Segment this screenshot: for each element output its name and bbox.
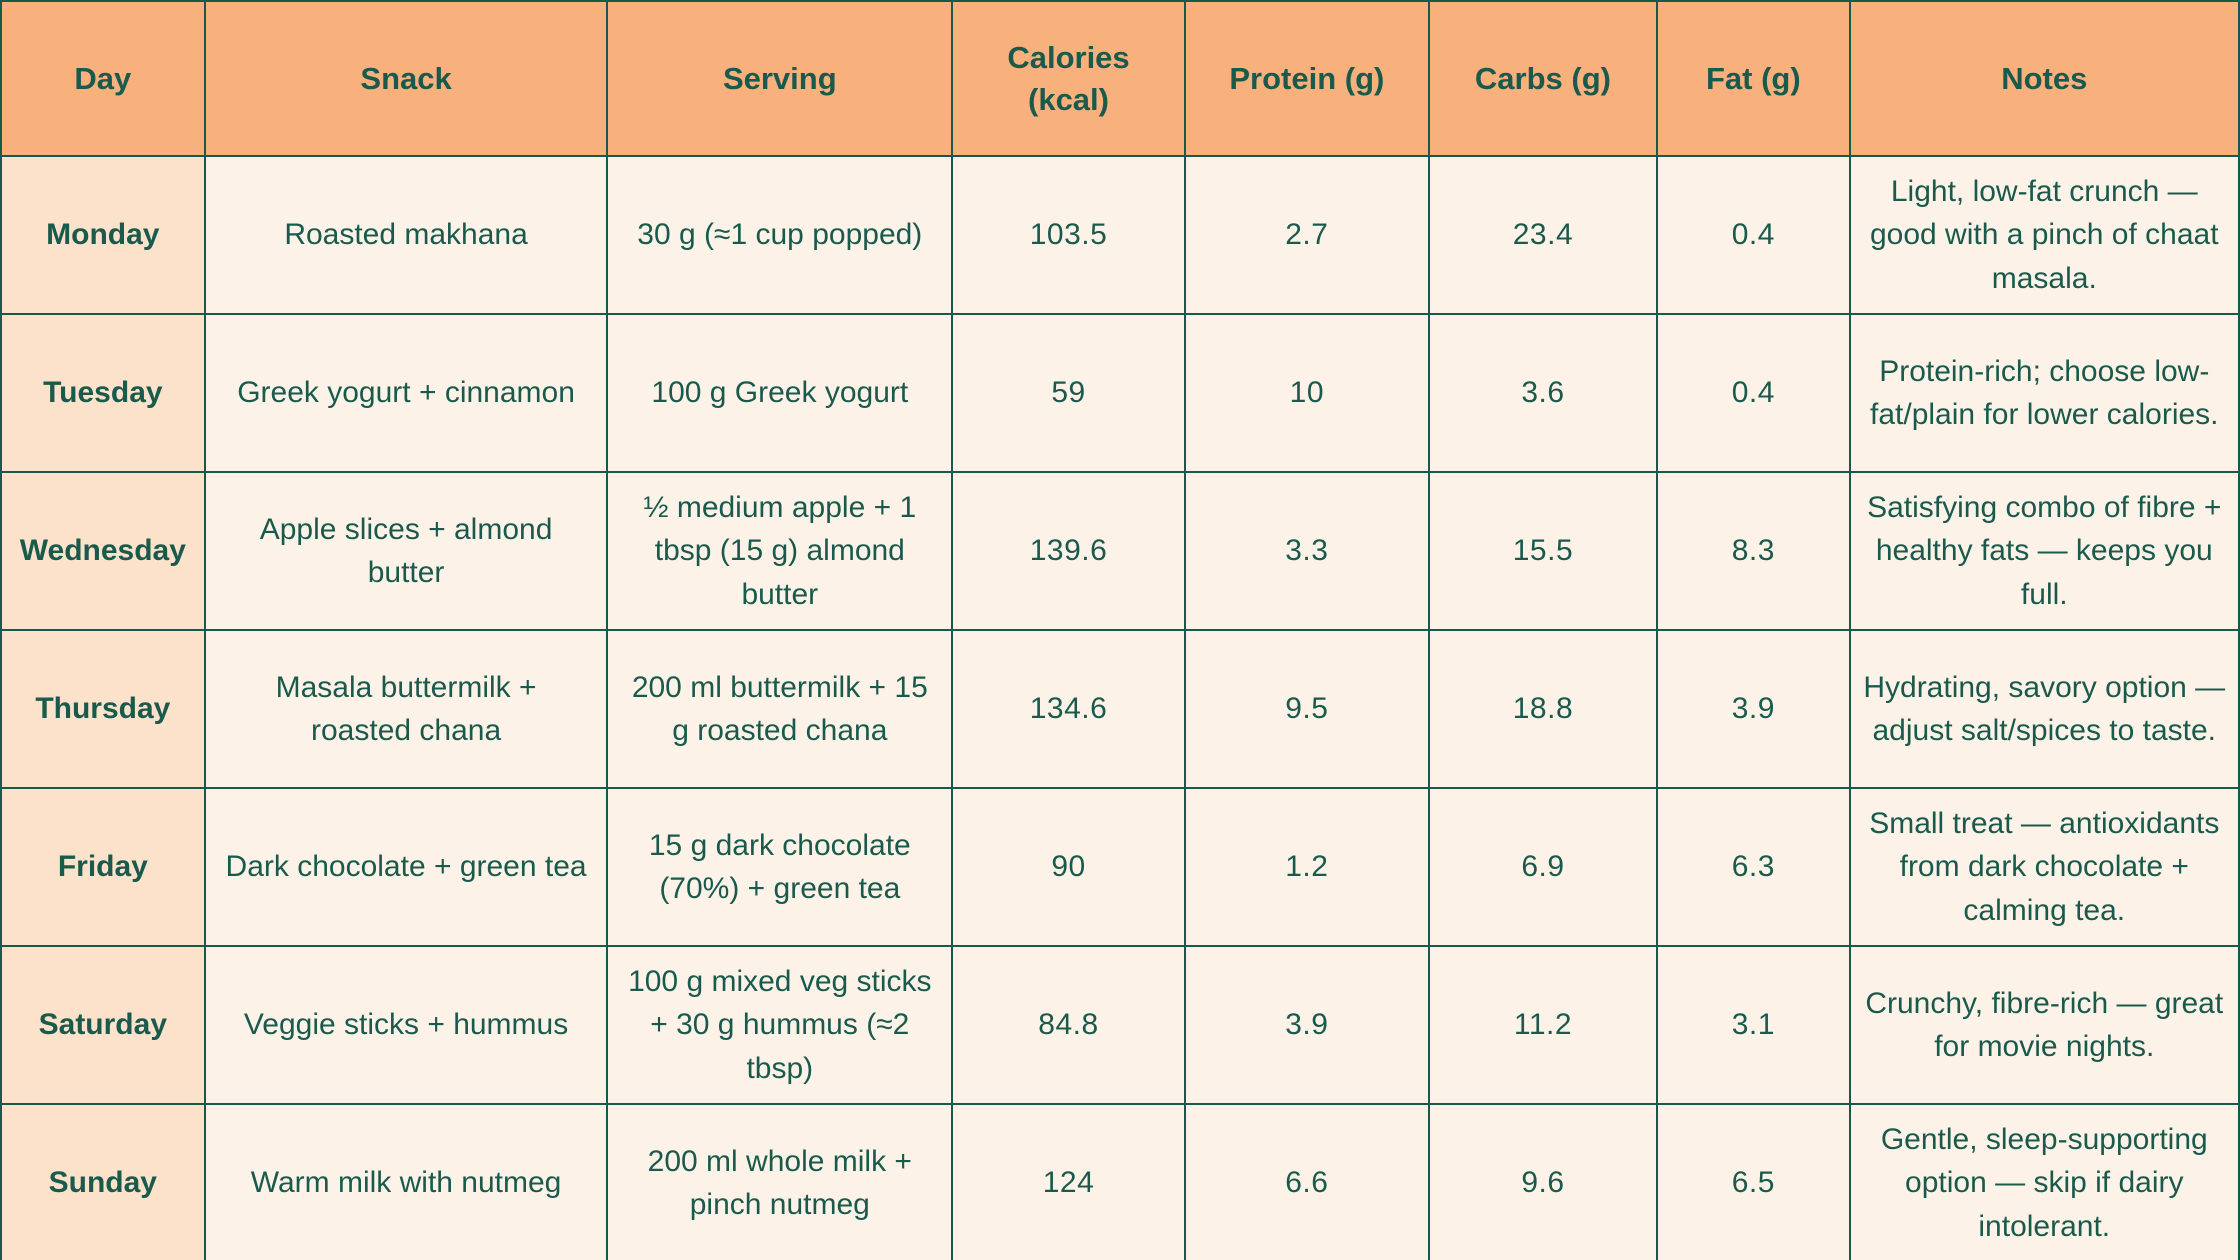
fat-cell: 6.5 bbox=[1656, 1103, 1851, 1260]
carbs-cell: 15.5 bbox=[1427, 471, 1659, 631]
snack-cell: Dark chocolate + green tea bbox=[203, 787, 609, 947]
fat-cell: 3.9 bbox=[1656, 629, 1851, 789]
notes-cell: Gentle, sleep-supporting option — skip i… bbox=[1848, 1103, 2240, 1260]
serving-cell: 200 ml buttermilk + 15 g roasted chana bbox=[606, 629, 954, 789]
snack-cell: Roasted makhana bbox=[203, 155, 609, 315]
snack-cell: Greek yogurt + cinnamon bbox=[203, 313, 609, 473]
notes-cell: Small treat — antioxidants from dark cho… bbox=[1848, 787, 2240, 947]
protein-cell: 3.3 bbox=[1183, 471, 1430, 631]
col-header-notes: Notes bbox=[1848, 0, 2240, 157]
calories-cell: 139.6 bbox=[951, 471, 1186, 631]
fat-cell: 0.4 bbox=[1656, 155, 1851, 315]
notes-cell: Crunchy, fibre-rich — great for movie ni… bbox=[1848, 945, 2240, 1105]
table-row-thursday: Thursday Masala buttermilk + roasted cha… bbox=[0, 629, 2240, 789]
serving-cell: 200 ml whole milk + pinch nutmeg bbox=[606, 1103, 954, 1260]
calories-cell: 103.5 bbox=[951, 155, 1186, 315]
fat-cell: 0.4 bbox=[1656, 313, 1851, 473]
col-header-day: Day bbox=[0, 0, 206, 157]
notes-cell: Light, low-fat crunch — good with a pinc… bbox=[1848, 155, 2240, 315]
protein-cell: 1.2 bbox=[1183, 787, 1430, 947]
protein-cell: 2.7 bbox=[1183, 155, 1430, 315]
snack-cell: Warm milk with nutmeg bbox=[203, 1103, 609, 1260]
header-row: Day Snack Serving Calories (kcal) Protei… bbox=[0, 0, 2240, 157]
table-row-monday: Monday Roasted makhana 30 g (≈1 cup popp… bbox=[0, 155, 2240, 315]
protein-cell: 9.5 bbox=[1183, 629, 1430, 789]
col-header-serving: Serving bbox=[606, 0, 954, 157]
calories-cell: 84.8 bbox=[951, 945, 1186, 1105]
calories-cell: 134.6 bbox=[951, 629, 1186, 789]
serving-cell: 30 g (≈1 cup popped) bbox=[606, 155, 954, 315]
protein-cell: 3.9 bbox=[1183, 945, 1430, 1105]
protein-cell: 10 bbox=[1183, 313, 1430, 473]
notes-cell: Hydrating, savory option — adjust salt/s… bbox=[1848, 629, 2240, 789]
day-cell: Tuesday bbox=[0, 313, 206, 473]
table-body: Monday Roasted makhana 30 g (≈1 cup popp… bbox=[0, 155, 2240, 1260]
day-cell: Sunday bbox=[0, 1103, 206, 1260]
calories-cell: 124 bbox=[951, 1103, 1186, 1260]
col-header-snack: Snack bbox=[203, 0, 609, 157]
fat-cell: 6.3 bbox=[1656, 787, 1851, 947]
fat-cell: 8.3 bbox=[1656, 471, 1851, 631]
col-header-carbs: Carbs (g) bbox=[1427, 0, 1659, 157]
table-header: Day Snack Serving Calories (kcal) Protei… bbox=[0, 0, 2240, 157]
snack-cell: Apple slices + almond butter bbox=[203, 471, 609, 631]
col-header-protein: Protein (g) bbox=[1183, 0, 1430, 157]
col-header-fat: Fat (g) bbox=[1656, 0, 1851, 157]
carbs-cell: 3.6 bbox=[1427, 313, 1659, 473]
notes-cell: Protein-rich; choose low-fat/plain for l… bbox=[1848, 313, 2240, 473]
serving-cell: 15 g dark chocolate (70%) + green tea bbox=[606, 787, 954, 947]
serving-cell: 100 g mixed veg sticks + 30 g hummus (≈2… bbox=[606, 945, 954, 1105]
day-cell: Friday bbox=[0, 787, 206, 947]
table-row-friday: Friday Dark chocolate + green tea 15 g d… bbox=[0, 787, 2240, 947]
carbs-cell: 9.6 bbox=[1427, 1103, 1659, 1260]
fat-cell: 3.1 bbox=[1656, 945, 1851, 1105]
snack-cell: Veggie sticks + hummus bbox=[203, 945, 609, 1105]
col-header-calories: Calories (kcal) bbox=[951, 0, 1186, 157]
carbs-cell: 6.9 bbox=[1427, 787, 1659, 947]
table-row-sunday: Sunday Warm milk with nutmeg 200 ml whol… bbox=[0, 1103, 2240, 1260]
carbs-cell: 18.8 bbox=[1427, 629, 1659, 789]
snack-cell: Masala buttermilk + roasted chana bbox=[203, 629, 609, 789]
table-row-saturday: Saturday Veggie sticks + hummus 100 g mi… bbox=[0, 945, 2240, 1105]
calories-cell: 59 bbox=[951, 313, 1186, 473]
day-cell: Saturday bbox=[0, 945, 206, 1105]
table-row-tuesday: Tuesday Greek yogurt + cinnamon 100 g Gr… bbox=[0, 313, 2240, 473]
day-cell: Thursday bbox=[0, 629, 206, 789]
notes-cell: Satisfying combo of fibre + healthy fats… bbox=[1848, 471, 2240, 631]
day-cell: Wednesday bbox=[0, 471, 206, 631]
calories-cell: 90 bbox=[951, 787, 1186, 947]
carbs-cell: 23.4 bbox=[1427, 155, 1659, 315]
day-cell: Monday bbox=[0, 155, 206, 315]
serving-cell: 100 g Greek yogurt bbox=[606, 313, 954, 473]
carbs-cell: 11.2 bbox=[1427, 945, 1659, 1105]
serving-cell: ½ medium apple + 1 tbsp (15 g) almond bu… bbox=[606, 471, 954, 631]
protein-cell: 6.6 bbox=[1183, 1103, 1430, 1260]
table-row-wednesday: Wednesday Apple slices + almond butter ½… bbox=[0, 471, 2240, 631]
